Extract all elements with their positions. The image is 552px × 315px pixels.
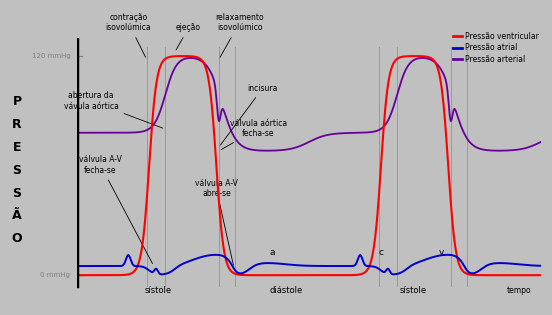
Text: sístole: sístole bbox=[145, 286, 172, 295]
Text: 0 mmHg: 0 mmHg bbox=[40, 272, 70, 278]
Text: válvula A-V
fecha-se: válvula A-V fecha-se bbox=[79, 155, 152, 264]
Text: E: E bbox=[13, 141, 21, 154]
Text: c: c bbox=[379, 248, 384, 257]
Text: relaxamento
isovolúmico: relaxamento isovolúmico bbox=[215, 13, 264, 57]
Text: diástole: diástole bbox=[269, 286, 302, 295]
Text: a: a bbox=[269, 248, 275, 257]
Text: contração
isovolúmica: contração isovolúmica bbox=[105, 13, 151, 57]
Text: abertura da
vávula aórtica: abertura da vávula aórtica bbox=[63, 91, 163, 128]
Text: O: O bbox=[12, 232, 22, 245]
Text: S: S bbox=[13, 186, 22, 199]
Text: válvula A-V
abre-se: válvula A-V abre-se bbox=[195, 179, 238, 265]
Text: válvula aórtica
fecha-se: válvula aórtica fecha-se bbox=[221, 119, 286, 150]
Text: Ã: Ã bbox=[12, 209, 22, 222]
Text: ejeção: ejeção bbox=[176, 23, 201, 50]
Text: P: P bbox=[13, 95, 22, 108]
Text: tempo: tempo bbox=[507, 286, 532, 295]
Text: incisura: incisura bbox=[220, 83, 278, 145]
Text: 120 mmHg: 120 mmHg bbox=[31, 53, 70, 59]
Text: R: R bbox=[12, 118, 22, 131]
Text: sístole: sístole bbox=[400, 286, 427, 295]
Text: S: S bbox=[13, 164, 22, 177]
Legend: Pressão ventricular, Pressão atrial, Pressão arterial: Pressão ventricular, Pressão atrial, Pre… bbox=[449, 29, 542, 67]
Text: v: v bbox=[439, 248, 444, 257]
